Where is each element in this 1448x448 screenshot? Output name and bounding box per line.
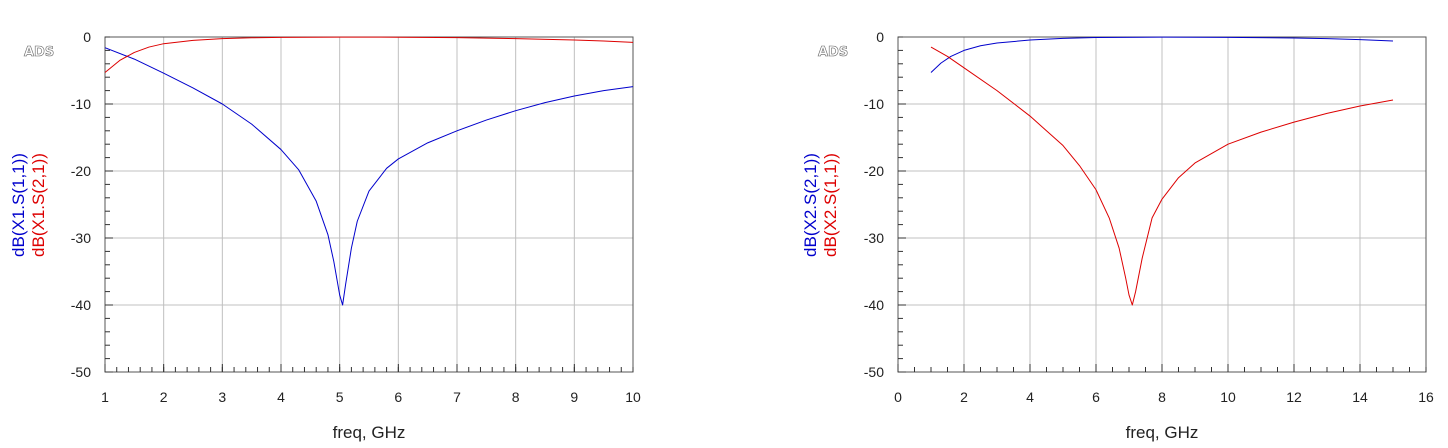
x-tick-label: 4	[277, 389, 285, 405]
ads-logo: ADS	[24, 45, 54, 60]
x-tick-label: 8	[512, 389, 520, 405]
x-tick-label: 8	[1158, 389, 1166, 405]
y-tick-label: -50	[71, 364, 91, 380]
x-tick-label: 5	[336, 389, 344, 405]
y-tick-label: -50	[864, 364, 884, 380]
x-tick-label: 6	[394, 389, 402, 405]
x-tick-label: 4	[1026, 389, 1034, 405]
x-tick-label: 6	[1092, 389, 1100, 405]
y-axis-label: dB(X2.S(2,1))dB(X2.S(1,1))	[801, 153, 840, 257]
y-axis-label-line: dB(X2.S(1,1))	[821, 153, 840, 257]
y-axis-label: dB(X1.S(1,1))dB(X1.S(2,1))	[9, 153, 48, 257]
x-tick-label: 12	[1286, 389, 1302, 405]
x-tick-label: 10	[1220, 389, 1236, 405]
y-axis-label-line: dB(X2.S(2,1))	[801, 153, 820, 257]
chart-x2: 0 2 4 6 8 10 12 14 16 0 -10 -20 -30 -40 -50 freq, GHz dB…	[801, 29, 1434, 442]
y-tick-label: -20	[864, 163, 884, 179]
series-line	[104, 47, 634, 306]
y-tick-label: -40	[864, 297, 884, 313]
x-tick-label: 16	[1418, 389, 1434, 405]
y-tick-label: -40	[71, 297, 91, 313]
x-tick-label: 2	[160, 389, 168, 405]
x-tick-label: 3	[218, 389, 226, 405]
y-tick-label: 0	[83, 29, 91, 45]
y-tick-label: -10	[864, 96, 884, 112]
x-tick-label: 0	[894, 389, 902, 405]
series-line	[930, 36, 1394, 73]
x-axis-label: freq, GHz	[1126, 423, 1199, 442]
y-tick-label: 0	[876, 29, 884, 45]
x-tick-label: 10	[625, 389, 641, 405]
y-tick-label: -30	[71, 230, 91, 246]
y-axis-label-line: dB(X1.S(2,1))	[29, 153, 48, 257]
y-tick-label: -20	[71, 163, 91, 179]
series-line	[930, 46, 1394, 306]
series-line	[104, 36, 634, 73]
chart-x1: 1 2 3 4 5 6 7 8 9 10 0 -10 -20 -30 -40 -50 freq, GHz dB(X…	[9, 29, 641, 442]
x-tick-label: 9	[570, 389, 578, 405]
x-tick-label: 2	[960, 389, 968, 405]
y-axis-label-line: dB(X1.S(1,1))	[9, 153, 28, 257]
x-axis-label: freq, GHz	[333, 423, 406, 442]
ads-logo: ADS	[818, 45, 848, 60]
x-tick-label: 1	[101, 389, 109, 405]
y-tick-label: -30	[864, 230, 884, 246]
x-tick-label: 7	[453, 389, 461, 405]
x-tick-label: 14	[1352, 389, 1368, 405]
plot-frame	[104, 36, 634, 373]
y-tick-label: -10	[71, 96, 91, 112]
